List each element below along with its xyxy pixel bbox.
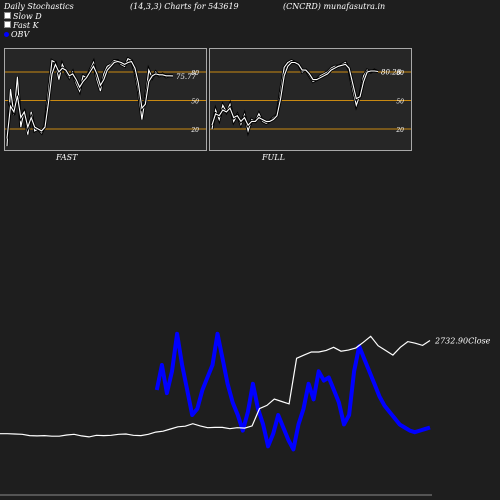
- fast-stochastic-panel: 20 50 80 75.77: [4, 48, 207, 151]
- chart-title: Daily Stochastics: [4, 2, 74, 11]
- obv-line-0: [154, 331, 431, 452]
- legend-slow-d: Slow D: [4, 12, 42, 21]
- close-last-value-label: 2732.90Close: [434, 337, 491, 346]
- legend-obv-label: OBV: [11, 30, 30, 39]
- close-price-line: [0, 335, 431, 438]
- legend-obv: OBV: [4, 30, 29, 39]
- fast-last-value-label: 75.77: [176, 73, 197, 81]
- chart-subtitle: (14,3,3) Charts for 543619: [130, 2, 239, 11]
- slow-d-swatch-icon: [4, 12, 11, 19]
- chart-source: (CNCRD) munafasutra.in: [283, 2, 386, 11]
- full-stochastic-panel: 20 50 80 80.28: [209, 48, 412, 151]
- full-level-label-80: 80: [396, 70, 404, 77]
- fast-k-swatch-icon: [4, 21, 11, 28]
- full-level-label-50: 50: [396, 99, 404, 106]
- legend-slow-d-label: Slow D: [13, 12, 42, 21]
- full-last-value-label: 80.28: [381, 69, 402, 77]
- full-series-line-1: [211, 61, 379, 127]
- full-level-label-20: 20: [395, 127, 404, 134]
- fast-level-label-50: 50: [191, 99, 199, 106]
- full-series-shadow-0: [210, 58, 379, 137]
- fast-series-line-1: [6, 60, 174, 139]
- full-panel-label: FULL: [262, 153, 285, 162]
- price-obv-plot: 2732.90Close: [0, 331, 491, 496]
- fast-panel-label: FAST: [56, 153, 78, 162]
- legend-fast-k-label: Fast K: [13, 21, 39, 30]
- fast-level-label-20: 20: [190, 127, 199, 134]
- legend-fast-k: Fast K: [4, 21, 39, 30]
- fast-level-label-80: 80: [191, 70, 199, 77]
- obv-swatch-icon: [4, 32, 9, 37]
